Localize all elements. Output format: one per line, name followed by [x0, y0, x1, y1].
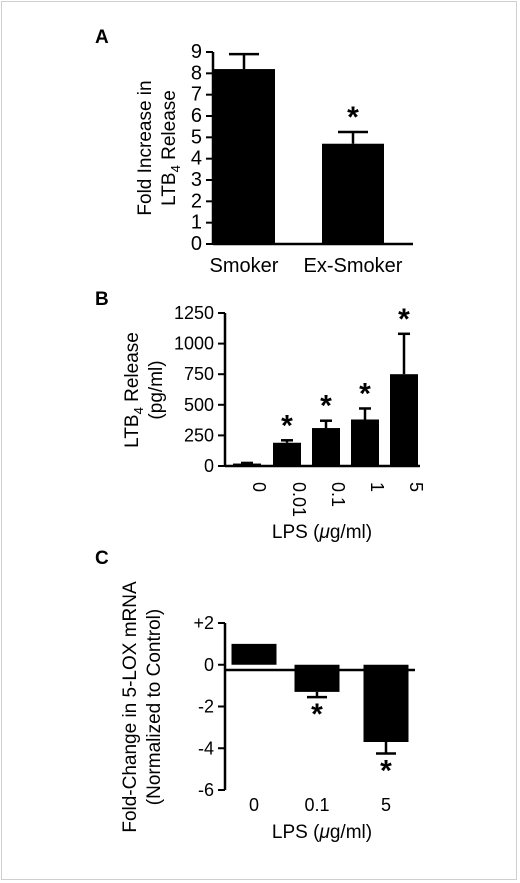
panel-a-y-label-line2: LTB4 Release	[159, 90, 183, 206]
panel-c-x-tick-labels: 0 0.1 5	[249, 795, 391, 815]
panel-c-y-tick-label: +2	[193, 613, 214, 633]
panel-b-bar	[312, 428, 340, 466]
panel-a-bars: *	[213, 52, 384, 244]
panel-b-bar	[351, 419, 379, 466]
panel-b-bars: * * * *	[233, 303, 418, 466]
panel-b-significance-star: *	[398, 303, 410, 336]
panel-a-bar	[322, 143, 384, 244]
panel-b-y-tick-label: 0	[204, 456, 214, 476]
panel-b-significance-star: *	[320, 390, 332, 423]
panel-b-y-label-sub: 4	[131, 407, 146, 414]
panel-c-x-label-mu: μ	[318, 822, 330, 843]
panel-a-y-tick-label: 4	[191, 148, 202, 170]
panel-c-x-label: LPS (μg/ml)	[272, 822, 372, 843]
panel-b-y-label-line2: (pg/ml)	[146, 360, 167, 419]
panel-a-y-tick-label: 3	[191, 169, 202, 191]
panel-c-significance-star: *	[311, 698, 323, 731]
panel-c-y-label-line1: Fold-Change in 5-LOX mRNA	[120, 581, 141, 833]
panel-c-bar	[294, 664, 340, 692]
panel-b-y-tick-label: 250	[184, 425, 214, 445]
panel-c-x-tick-label: 0	[249, 795, 259, 815]
panel-b-x-tick-label: 1	[367, 482, 387, 492]
panel-b-x-tick-label: 0.01	[289, 482, 309, 517]
panel-a-x-tick-labels: Smoker Ex-Smoker	[210, 255, 403, 277]
panel-b-y-tick-label: 750	[184, 364, 214, 384]
panel-b-y-ticks: 0 250 500 750 1000 1250	[174, 303, 225, 476]
panel-b-significance-star: *	[359, 377, 371, 410]
panel-b: B 0 250 500 750 1000 1250 * * * * 0 0.01 0.1 1 5 LTB…	[95, 289, 426, 543]
panel-c-significance-star: *	[380, 754, 392, 787]
panel-b-x-tick-label: 0.1	[328, 482, 348, 507]
panel-c-x-label-post: g/ml)	[330, 822, 372, 843]
panel-a-y-label-line1: Fold Increase in	[135, 80, 156, 215]
panel-c-y-ticks: -6 -4 -2 0 +2	[193, 613, 225, 800]
panel-c-x-tick-label: 0.1	[304, 795, 329, 815]
panel-label-a: A	[95, 27, 109, 48]
panel-b-y-tick-label: 500	[184, 395, 214, 415]
panel-a-y-label-rest: Release	[159, 90, 180, 165]
panel-c-y-tick-label: -6	[198, 780, 214, 800]
panel-b-bar	[233, 463, 261, 466]
panel-a-y-tick-label: 6	[191, 105, 202, 127]
panel-c-y-tick-label: -4	[198, 738, 214, 758]
panel-a-x-tick-label: Smoker	[210, 255, 279, 277]
panel-a-y-label-sub: 4	[168, 165, 183, 172]
panel-a-significance-star: *	[347, 101, 359, 134]
panel-b-x-tick-labels: 0 0.01 0.1 1 5	[249, 482, 426, 517]
panel-a-x-tick-label: Ex-Smoker	[304, 255, 403, 277]
panel-b-significance-star: *	[281, 409, 293, 442]
panel-b-x-tick-label: 5	[406, 482, 426, 492]
panel-a-y-tick-label: 9	[191, 41, 202, 63]
panel-b-y-label-line1: LTB4 Release	[122, 332, 146, 448]
panel-b-x-label-post: g/ml)	[330, 522, 372, 543]
panel-a-y-tick-label: 7	[191, 84, 202, 106]
panel-b-x-label-pre: LPS (	[272, 522, 320, 543]
panel-c-bars: **	[231, 643, 409, 787]
panel-a-y-tick-label: 1	[191, 212, 202, 234]
panel-c-x-tick-label: 5	[381, 795, 391, 815]
panel-c-bar	[363, 664, 409, 742]
panel-c-x-label-pre: LPS (	[272, 822, 320, 843]
panel-c-y-tick-label: 0	[204, 655, 214, 675]
panel-c-bar	[231, 643, 277, 665]
panel-b-x-label: LPS (μg/ml)	[272, 522, 372, 543]
panel-b-y-tick-label: 1250	[174, 303, 214, 323]
panel-b-bar	[390, 374, 418, 466]
panel-label-b: B	[95, 289, 109, 310]
panel-b-y-label-rest: Release	[122, 332, 143, 407]
panel-a-y-tick-label: 2	[191, 190, 202, 212]
panel-c-y-label-line2: (Normalized to Control)	[144, 609, 165, 805]
panel-b-y-tick-label: 1000	[174, 334, 214, 354]
panel-c-y-tick-label: -2	[198, 697, 214, 717]
panel-a-y-label-ltb: LTB	[159, 172, 180, 205]
panel-a-y-tick-label: 8	[191, 62, 202, 84]
panel-b-x-label-mu: μ	[318, 522, 330, 543]
panel-b-x-tick-label: 0	[249, 482, 269, 492]
panel-label-c: C	[95, 548, 109, 569]
panel-b-bar	[273, 442, 301, 466]
panel-a-y-tick-label: 5	[191, 126, 202, 148]
panel-c: C -6-4-20+2 ** 0 0.1 5 Fold-Change in 5-LO…	[95, 548, 415, 843]
panel-b-y-label-ltb: LTB	[122, 414, 143, 447]
panel-a-bar	[213, 69, 275, 244]
panel-a-y-tick-label: 0	[191, 233, 202, 255]
